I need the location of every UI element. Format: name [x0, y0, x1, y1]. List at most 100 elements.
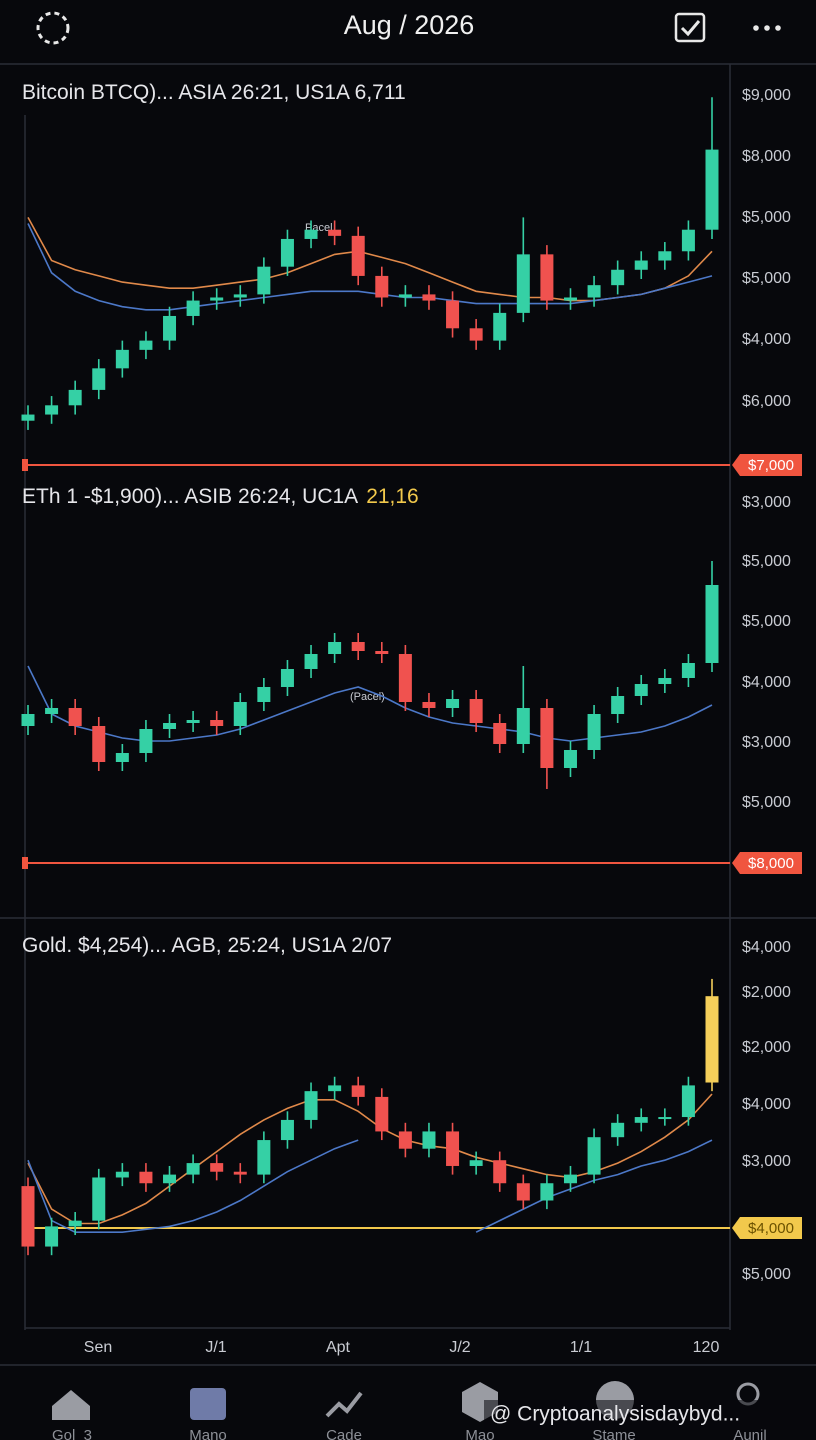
chart-panel: Bitcoin BTCQ)... ASIA 26:21, US1A 6,711P… [21, 81, 802, 476]
price-tag: $8,000 [748, 855, 794, 872]
panel-title: Bitcoin BTCQ)... ASIA 26:21, US1A 6,711 [22, 81, 406, 104]
watermark-bg [484, 1400, 816, 1430]
candle-body [469, 1160, 483, 1166]
watermark: @ Cryptoanalysisdaybyd... [490, 1403, 740, 1426]
axis-label: $2,000 [742, 984, 791, 1001]
candle-body [115, 753, 129, 762]
candle-body [233, 1171, 247, 1175]
candle-body [257, 687, 271, 702]
check-mark [680, 20, 701, 37]
candle-body [540, 1183, 554, 1201]
candle-body [328, 1085, 342, 1092]
candle-body [45, 708, 59, 714]
candle-body [92, 1177, 106, 1221]
candle-body [257, 266, 271, 295]
candle-body [493, 312, 507, 341]
candle-body [92, 726, 106, 762]
candle-body [351, 642, 365, 651]
candle-body [611, 1122, 625, 1138]
price-tag: $7,000 [748, 457, 794, 474]
nav-cade-icon[interactable] [325, 1391, 363, 1418]
x-axis-label: J/2 [449, 1339, 470, 1356]
panel-title: ETh 1 -$1,900)... ASIB 26:24, UC1A 21,16 [22, 485, 419, 508]
candle-body [45, 405, 59, 415]
nav-label[interactable]: Cade [326, 1427, 362, 1440]
candle-body [21, 714, 35, 726]
candle-body [257, 1140, 271, 1175]
candle-body [304, 229, 318, 239]
annotation: (Pacel) [350, 691, 385, 703]
candle-body [540, 254, 554, 301]
candle-body [634, 1117, 648, 1123]
candle-body [210, 297, 224, 301]
candle-body [163, 315, 177, 341]
price-line-start [22, 857, 28, 869]
axis-label: $8,000 [742, 148, 791, 165]
axis-label: $4,000 [742, 1096, 791, 1113]
nav-mano-icon[interactable] [190, 1388, 226, 1420]
candle-body [375, 651, 389, 654]
axis-label: $6,000 [742, 393, 791, 410]
axis-label: $5,000 [742, 270, 791, 287]
candle-body [233, 702, 247, 726]
candle-body [398, 1131, 412, 1149]
candle-body [163, 723, 177, 729]
chart-panel: ETh 1 -$1,900)... ASIB 26:24, UC1A 21,16 (… [21, 485, 802, 874]
candle-body [446, 699, 460, 708]
check-icon[interactable] [674, 12, 706, 43]
axis-label: $5,000 [742, 209, 791, 226]
candle-body [280, 238, 294, 267]
x-axis-label: 1/1 [570, 1339, 592, 1356]
candle-body [705, 149, 719, 230]
panel-title-text: Bitcoin BTCQ)... ASIA 26:21, US1A 6,711 [22, 81, 406, 104]
nav-label[interactable]: Aunil [733, 1427, 766, 1440]
candle-body [163, 1174, 177, 1184]
axis-label: $4,000 [742, 331, 791, 348]
header-title: Aug / 2026 [344, 10, 475, 40]
candle-body [304, 654, 318, 669]
candle-body [705, 996, 719, 1083]
price-line-start [22, 459, 28, 471]
panel-title-text: ETh 1 -$1,900)... ASIB 26:24, UC1A [22, 485, 358, 508]
candle-body [705, 585, 719, 663]
candle-body [398, 294, 412, 298]
candle-body [68, 389, 82, 406]
candle-body [611, 269, 625, 286]
candle-body [563, 750, 577, 768]
candle-body [658, 1117, 672, 1120]
nav-label[interactable]: Mao [465, 1427, 494, 1440]
candle-body [375, 1096, 389, 1132]
candle-body [658, 678, 672, 684]
menu-icon[interactable] [753, 25, 781, 31]
bottom-nav [52, 1381, 760, 1422]
candle-body [115, 1171, 129, 1178]
refresh-icon[interactable] [36, 11, 70, 45]
nav-label[interactable]: Gol_3 [52, 1427, 92, 1440]
nav-label[interactable]: Mano [189, 1427, 227, 1440]
candle-body [422, 1131, 436, 1149]
candle-body [139, 340, 153, 350]
candle-body [398, 654, 412, 702]
candle-body [68, 708, 82, 726]
nav-label[interactable]: Stame [592, 1427, 635, 1440]
candle-body [45, 1226, 59, 1247]
x-axis-label: J/1 [205, 1339, 226, 1356]
candle-body [681, 1085, 695, 1118]
axis-label: $9,000 [742, 87, 791, 104]
candle-body [351, 1085, 365, 1097]
axis-label: $5,000 [742, 553, 791, 570]
candle-body [681, 229, 695, 252]
axis-label: $4,000 [742, 674, 791, 691]
candle-body [681, 663, 695, 678]
candle-body [139, 729, 153, 753]
axis-label: $3,000 [742, 494, 791, 511]
candle-body [21, 414, 35, 421]
candle-body [493, 723, 507, 744]
candle-body [587, 714, 601, 750]
axis-label: $5,000 [742, 1266, 791, 1283]
candle-body [186, 720, 200, 723]
candle-body [210, 1163, 224, 1172]
nav-home-icon[interactable] [52, 1390, 90, 1420]
